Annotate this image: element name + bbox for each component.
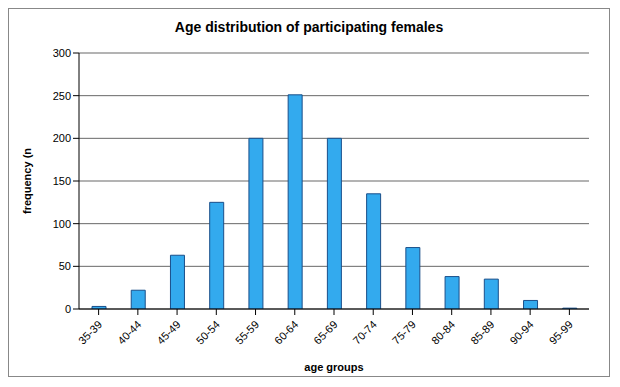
html-text:Age distribution of participat: Age distribution of participating female… — [174, 19, 444, 35]
svg-text:95-99: 95-99 — [547, 318, 575, 346]
svg-text:65-69: 65-69 — [311, 318, 339, 346]
svg-text:300: 300 — [53, 47, 71, 59]
svg-text:60-64: 60-64 — [272, 318, 300, 346]
svg-text:75-79: 75-79 — [390, 318, 418, 346]
svg-text:0: 0 — [65, 303, 71, 315]
svg-text:frequency (n: frequency (n — [21, 148, 33, 214]
svg-text:80-84: 80-84 — [429, 318, 457, 346]
svg-text:200: 200 — [53, 132, 71, 144]
svg-text:50: 50 — [59, 260, 71, 272]
svg-text:100: 100 — [53, 218, 71, 230]
svg-text:55-59: 55-59 — [233, 318, 261, 346]
svg-text:age groups: age groups — [304, 361, 363, 373]
svg-text:70-74: 70-74 — [351, 318, 379, 346]
svg-text:150: 150 — [53, 175, 71, 187]
svg-text:250: 250 — [53, 90, 71, 102]
svg-text:35-39: 35-39 — [76, 318, 104, 346]
svg-text:45-49: 45-49 — [154, 318, 182, 346]
svg-text:40-44: 40-44 — [115, 318, 143, 346]
svg-text:90-94: 90-94 — [507, 318, 535, 346]
svg-text:50-54: 50-54 — [194, 318, 222, 346]
svg-text:85-89: 85-89 — [468, 318, 496, 346]
